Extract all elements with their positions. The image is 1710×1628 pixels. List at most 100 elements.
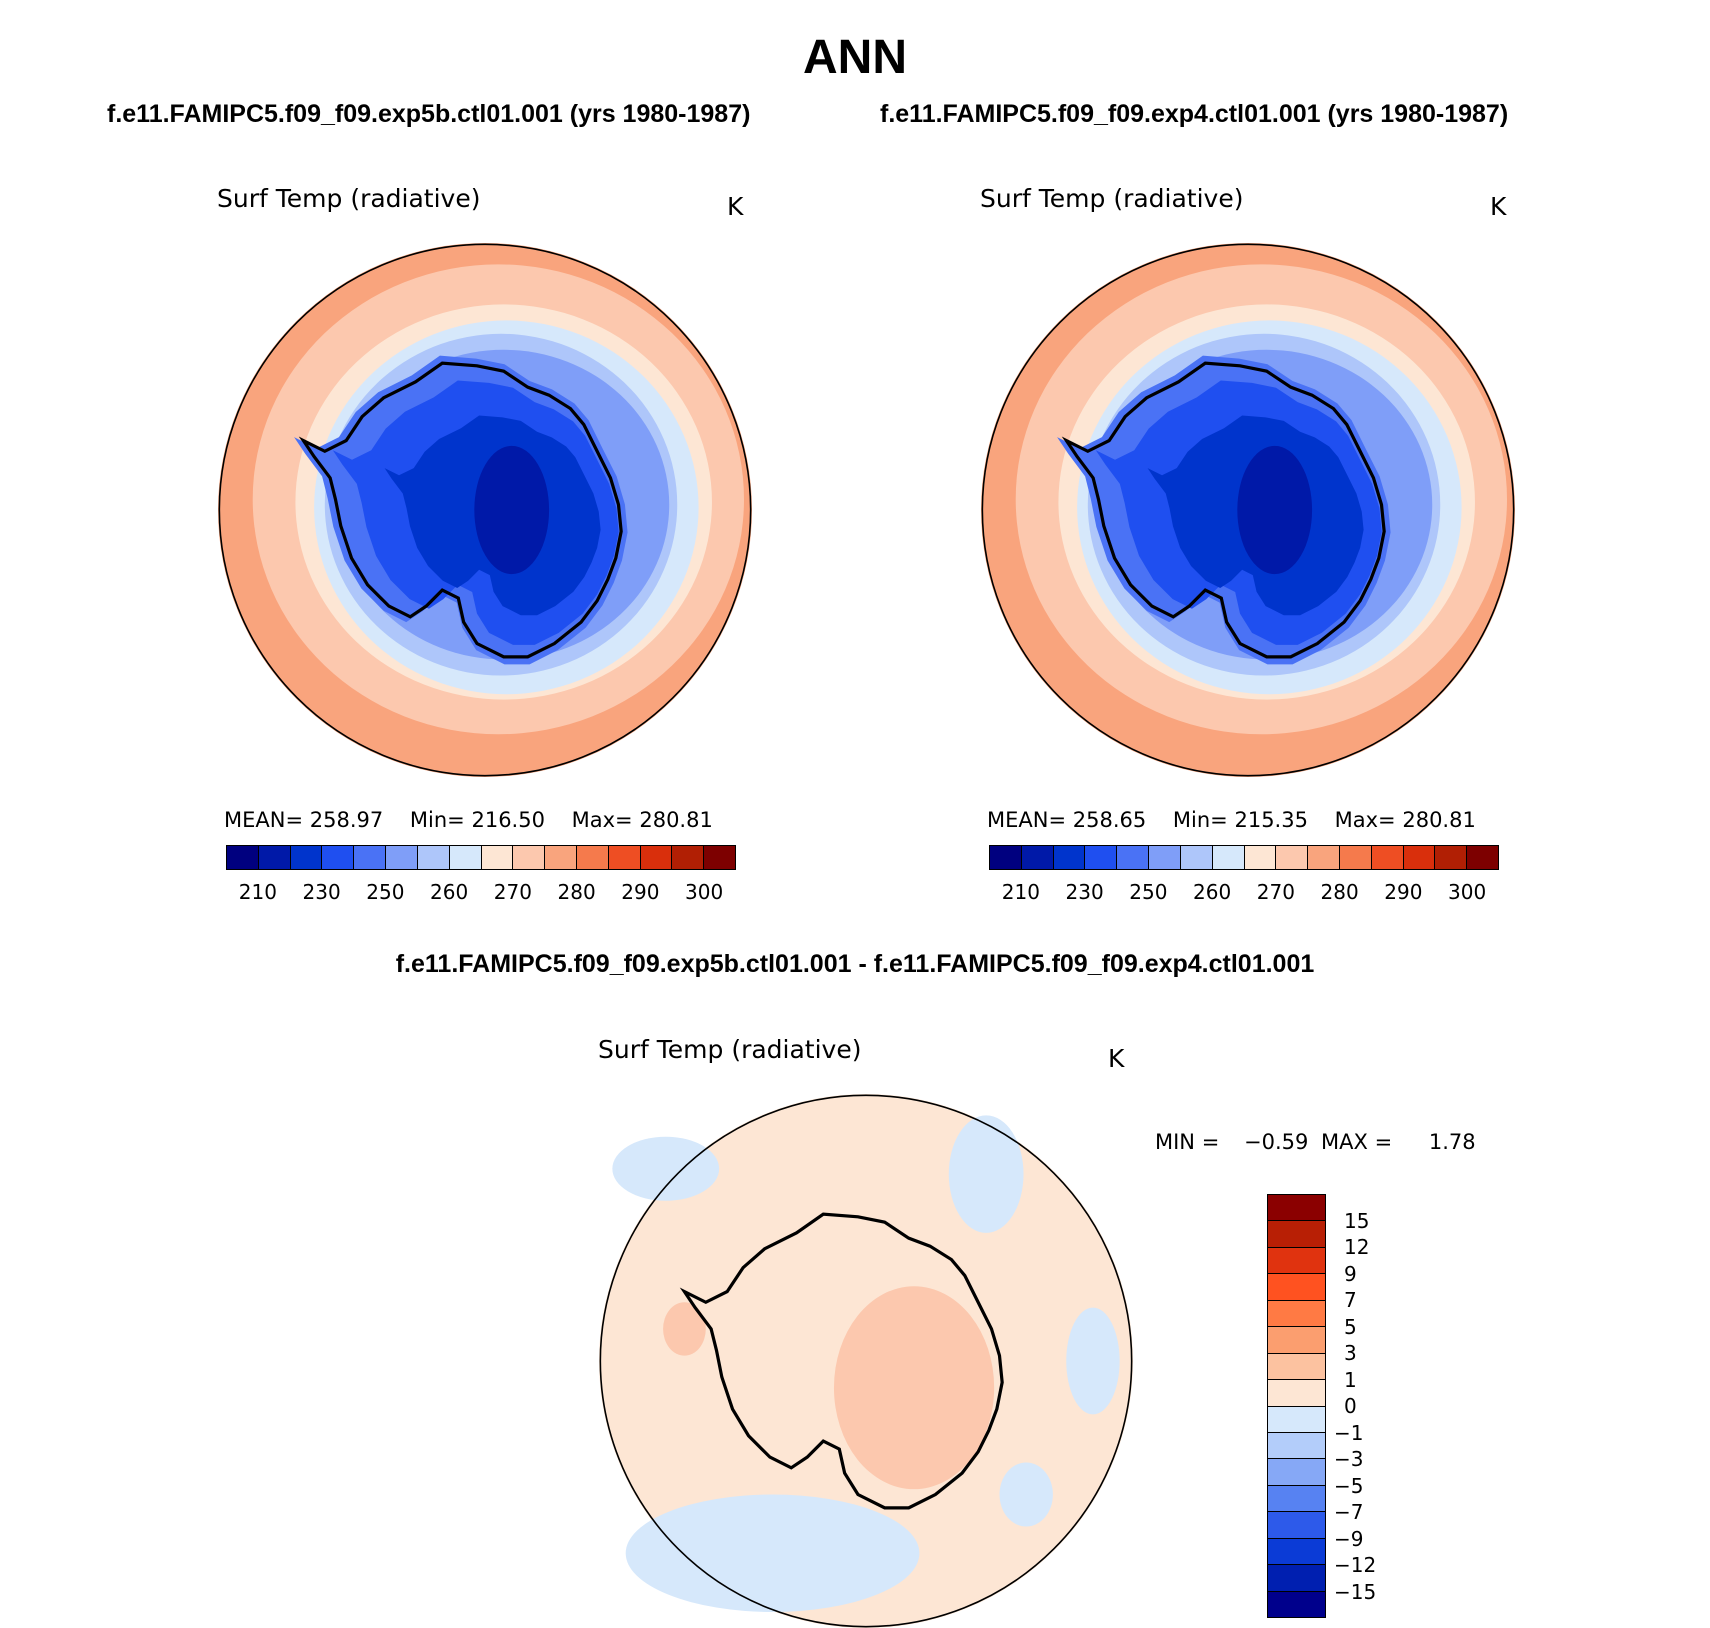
coastline bbox=[679, 1212, 1004, 1510]
case-title-left: f.e11.FAMIPC5.f09_f09.exp5b.ctl01.001 (y… bbox=[107, 100, 751, 128]
colorbar-swatch bbox=[1180, 846, 1213, 869]
min-label: Min= bbox=[1172, 808, 1228, 832]
colorbar-swatch bbox=[1268, 1432, 1325, 1460]
colorbar-swatch bbox=[1085, 846, 1118, 869]
max-label: MAX = bbox=[1321, 1130, 1393, 1154]
units-diff: K bbox=[1108, 1044, 1125, 1073]
colorbar-tick-label: 280 bbox=[557, 880, 596, 904]
colorbar-swatch bbox=[640, 846, 673, 869]
colorbar-swatch bbox=[1053, 846, 1086, 869]
colorbar-swatch bbox=[1268, 1221, 1325, 1248]
colorbar-swatch bbox=[1021, 846, 1054, 869]
max-label: Max= bbox=[571, 808, 633, 832]
colorbar-swatch bbox=[1212, 846, 1245, 869]
colorbar-tick-label: 280 bbox=[1320, 880, 1359, 904]
colorbar-swatch bbox=[1268, 1247, 1325, 1275]
units-right: K bbox=[1490, 192, 1507, 221]
colorbar-swatch bbox=[576, 846, 609, 869]
colorbar-swatch bbox=[481, 846, 514, 869]
max-value: 280.81 bbox=[1402, 808, 1476, 832]
colorbar-left bbox=[226, 845, 736, 870]
colorbar-swatch bbox=[608, 846, 641, 869]
colorbar-swatch bbox=[1308, 846, 1340, 869]
colorbar-swatch bbox=[1117, 846, 1150, 869]
colorbar-swatch bbox=[354, 846, 387, 869]
stats-left: MEAN= 258.97 Min= 216.50 Max= 280.81 bbox=[224, 808, 713, 832]
colorbar-swatch bbox=[1268, 1459, 1325, 1486]
colorbar-swatch bbox=[1268, 1300, 1325, 1328]
max-label: Max= bbox=[1334, 808, 1396, 832]
diff-negative-patch bbox=[625, 1494, 920, 1612]
colorbar-swatch bbox=[1268, 1327, 1325, 1354]
colorbar-tick-label: 210 bbox=[1001, 880, 1040, 904]
colorbar-tick-label: 290 bbox=[621, 880, 660, 904]
colorbar-tick-label: 300 bbox=[1448, 880, 1487, 904]
min-label: Min= bbox=[409, 808, 465, 832]
diff-positive-patch bbox=[663, 1302, 706, 1356]
diff-negative-patch bbox=[948, 1115, 1024, 1233]
map-boundary bbox=[981, 243, 1515, 777]
colorbar-swatch bbox=[513, 846, 546, 869]
colorbar-right bbox=[989, 845, 1499, 870]
colorbar-diff bbox=[1267, 1194, 1326, 1618]
coastline bbox=[1061, 361, 1386, 659]
map-right-field bbox=[981, 243, 1515, 777]
colorbar-tick-label: 230 bbox=[302, 880, 341, 904]
colorbar-tick-label: −7 bbox=[1334, 1500, 1364, 1524]
colorbar-swatch bbox=[386, 846, 418, 869]
map-right bbox=[981, 243, 1515, 777]
map-left-field bbox=[218, 243, 752, 777]
colorbar-tick-label: 300 bbox=[685, 880, 724, 904]
colorbar-tick-label: −12 bbox=[1334, 1553, 1377, 1577]
colorbar-tick-label: 3 bbox=[1344, 1341, 1357, 1365]
colorbar-swatch bbox=[1467, 846, 1498, 869]
colorbar-tick-label: 260 bbox=[1193, 880, 1232, 904]
colorbar-tick-label: 260 bbox=[430, 880, 469, 904]
mean-label: MEAN= bbox=[987, 808, 1067, 832]
colorbar-swatch bbox=[258, 846, 291, 869]
map-diff bbox=[599, 1094, 1133, 1628]
colorbar-tick-label: 12 bbox=[1344, 1235, 1370, 1259]
variable-title-left: Surf Temp (radiative) bbox=[217, 184, 481, 213]
diff-positive-patch bbox=[833, 1286, 995, 1490]
colorbar-tick-label: 290 bbox=[1384, 880, 1423, 904]
colorbar-swatch bbox=[1244, 846, 1277, 869]
colorbar-swatch bbox=[672, 846, 705, 869]
map-diff-field bbox=[599, 1094, 1133, 1628]
colorbar-swatch bbox=[1268, 1353, 1325, 1381]
colorbar-tick-label: 1 bbox=[1344, 1367, 1357, 1392]
colorbar-swatch bbox=[1371, 846, 1404, 869]
colorbar-swatch bbox=[322, 846, 355, 869]
colorbar-swatch bbox=[290, 846, 323, 869]
land-interior-4 bbox=[1237, 445, 1313, 575]
land-interior-4 bbox=[474, 445, 550, 575]
colorbar-swatch bbox=[1268, 1591, 1325, 1617]
colorbar-swatch bbox=[1268, 1195, 1325, 1222]
colorbar-swatch bbox=[449, 846, 482, 869]
colorbar-tick-label: 15 bbox=[1344, 1208, 1370, 1233]
colorbar-swatch bbox=[417, 846, 450, 869]
map-left bbox=[218, 243, 752, 777]
colorbar-tick-label: 9 bbox=[1344, 1261, 1357, 1286]
units-left: K bbox=[727, 192, 744, 221]
mean-value: 258.65 bbox=[1072, 808, 1147, 832]
colorbar-tick-label: 230 bbox=[1065, 880, 1104, 904]
colorbar-swatch bbox=[1276, 846, 1309, 869]
colorbar-swatch bbox=[1268, 1538, 1325, 1566]
colorbar-swatch bbox=[1268, 1380, 1325, 1407]
colorbar-swatch bbox=[1403, 846, 1436, 869]
colorbar-swatch bbox=[545, 846, 577, 869]
colorbar-swatch bbox=[1268, 1406, 1325, 1433]
stats-right: MEAN= 258.65 Min= 215.35 Max= 280.81 bbox=[987, 808, 1476, 832]
colorbar-tick-label: 0 bbox=[1344, 1394, 1357, 1418]
variable-title-right: Surf Temp (radiative) bbox=[980, 184, 1244, 213]
colorbar-tick-label: 270 bbox=[1256, 880, 1295, 904]
colorbar-tick-label: −15 bbox=[1334, 1579, 1377, 1604]
diff-negative-patch bbox=[1066, 1307, 1120, 1415]
colorbar-swatch bbox=[1149, 846, 1181, 869]
colorbar-tick-label: 5 bbox=[1344, 1314, 1357, 1339]
colorbar-tick-label: 270 bbox=[493, 880, 532, 904]
difference-title: f.e11.FAMIPC5.f09_f09.exp5b.ctl01.001 - … bbox=[395, 950, 1315, 978]
colorbar-swatch bbox=[990, 846, 1022, 869]
colorbar-swatch bbox=[1268, 1565, 1325, 1592]
